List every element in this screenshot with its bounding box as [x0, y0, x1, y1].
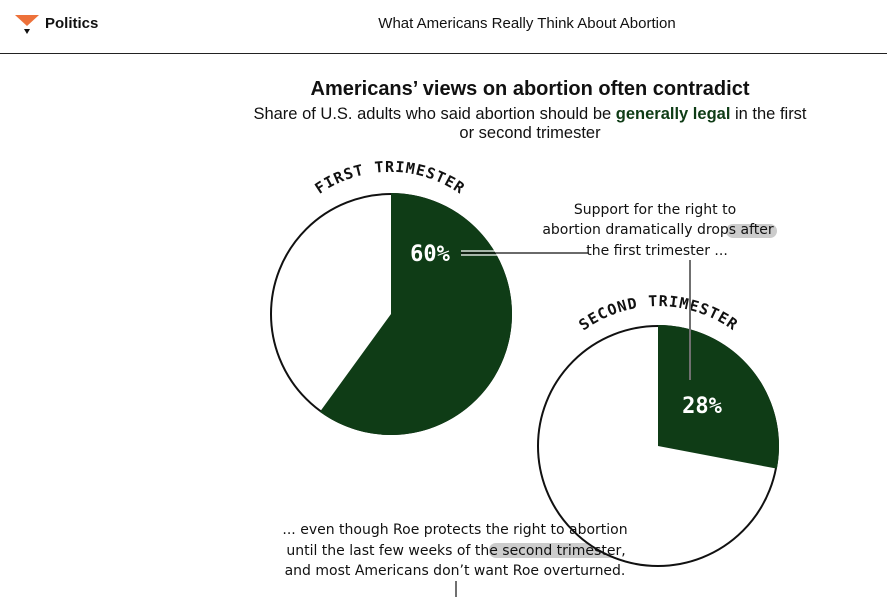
subtitle-text: Share of U.S. adults who said abortion s…: [253, 105, 616, 123]
fivethirtyeight-logo-icon[interactable]: [14, 13, 40, 37]
section-link[interactable]: Politics: [45, 15, 99, 32]
pie-value-label: 28%: [682, 394, 722, 419]
article-title: What Americans Really Think About Aborti…: [378, 15, 676, 32]
annotation-line: abortion dramatically drops after: [542, 222, 774, 238]
leader-lines: [455, 250, 691, 597]
pie-arc-label: FIRST TRIMESTER: [312, 158, 469, 198]
chart-subtitle: Share of U.S. adults who said abortion s…: [250, 105, 810, 143]
annotation-line: and most Americans don’t want Roe overtu…: [285, 563, 626, 579]
annotation-line: until the last few weeks of the second t…: [286, 543, 625, 559]
highlight-mark: [726, 224, 777, 238]
pie-slice-legal: [658, 325, 780, 469]
annotation-line: Support for the right to: [574, 202, 736, 218]
annotation-line: ... even though Roe protects the right t…: [282, 522, 627, 538]
annotation-line: the first trimester ...: [586, 243, 728, 259]
annotation-top: Support for the right to abortion dramat…: [542, 202, 774, 259]
top-bar: Politics What Americans Really Think Abo…: [0, 0, 887, 54]
annotation-bottom: ... even though Roe protects the right t…: [282, 522, 627, 579]
subtitle-highlight: generally legal: [615, 105, 731, 123]
pie-first-trimester: 60% FIRST TRIMESTER: [270, 158, 513, 435]
pie-value-label: 60%: [410, 242, 450, 267]
highlight-mark: [489, 543, 620, 558]
subtitle-text-end: in the first or second trimester: [459, 105, 807, 142]
chart-title: Americans’ views on abortion often contr…: [310, 78, 750, 100]
